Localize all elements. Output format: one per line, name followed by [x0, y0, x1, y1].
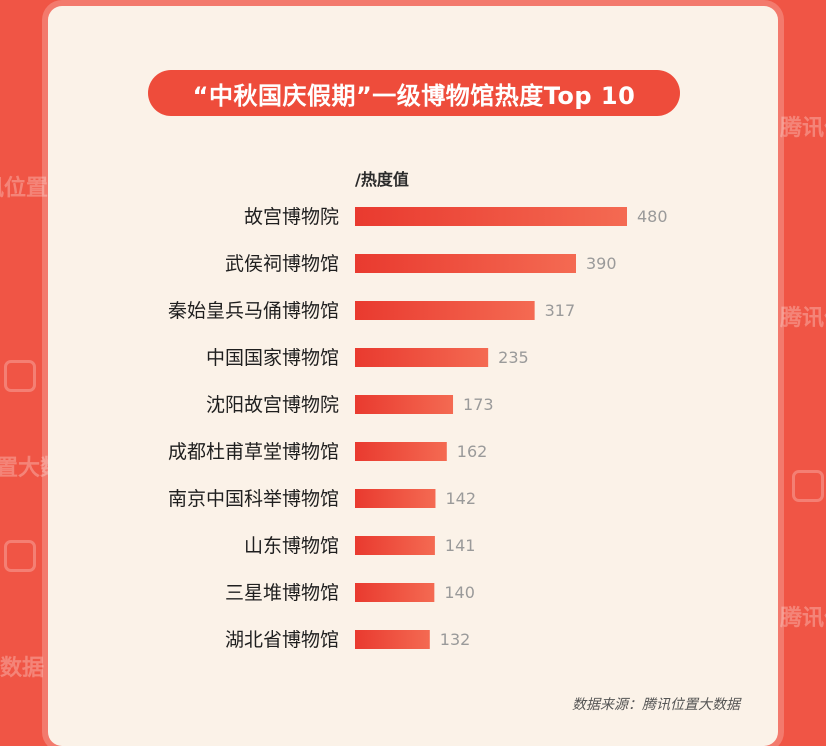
category-label: 故宫博物院: [244, 206, 339, 228]
watermark-text: 腾讯位置大数据: [0, 656, 45, 681]
value-label: 317: [545, 301, 576, 320]
bar: [355, 254, 576, 273]
bar: [355, 630, 430, 649]
chart-card: [48, 6, 778, 746]
value-label: 132: [440, 630, 471, 649]
category-label: 中国国家博物馆: [206, 347, 339, 369]
bar: [355, 583, 435, 602]
watermark-logo-icon: [4, 360, 36, 392]
chart-title: “中秋国庆假期”一级博物馆热度Top 10: [148, 70, 680, 116]
value-label: 173: [463, 395, 494, 414]
value-label: 140: [444, 583, 475, 602]
value-label: 390: [586, 254, 617, 273]
bar: [355, 489, 436, 508]
watermark-text: 腾讯位置大数据: [780, 116, 826, 141]
category-label: 秦始皇兵马俑博物馆: [168, 300, 339, 322]
category-label: 南京中国科举博物馆: [168, 488, 339, 510]
bar: [355, 348, 489, 367]
value-label: 141: [445, 536, 476, 555]
bar: [355, 301, 535, 320]
category-label: 沈阳故宫博物院: [206, 394, 339, 416]
category-label: 湖北省博物馆: [225, 629, 339, 651]
category-label: 山东博物馆: [244, 535, 339, 557]
watermark-text: 腾讯位置大数据: [780, 606, 826, 631]
bar: [355, 207, 627, 226]
data-source-note: 数据来源：腾讯位置大数据: [572, 697, 740, 713]
watermark-logo-icon: [792, 470, 824, 502]
bar: [355, 442, 447, 461]
watermark-logo-icon: [4, 540, 36, 572]
axis-label: /热度值: [355, 170, 409, 189]
watermark-text: 腾讯位置大数据: [780, 306, 826, 331]
bar: [355, 395, 454, 414]
value-label: 142: [445, 489, 476, 508]
value-label: 480: [637, 207, 668, 226]
category-label: 武侯祠博物馆: [225, 253, 339, 275]
category-label: 成都杜甫草堂博物馆: [168, 441, 339, 463]
value-label: 162: [457, 442, 488, 461]
value-label: 235: [498, 348, 529, 367]
category-label: 三星堆博物馆: [225, 582, 339, 604]
bar: [355, 536, 435, 555]
